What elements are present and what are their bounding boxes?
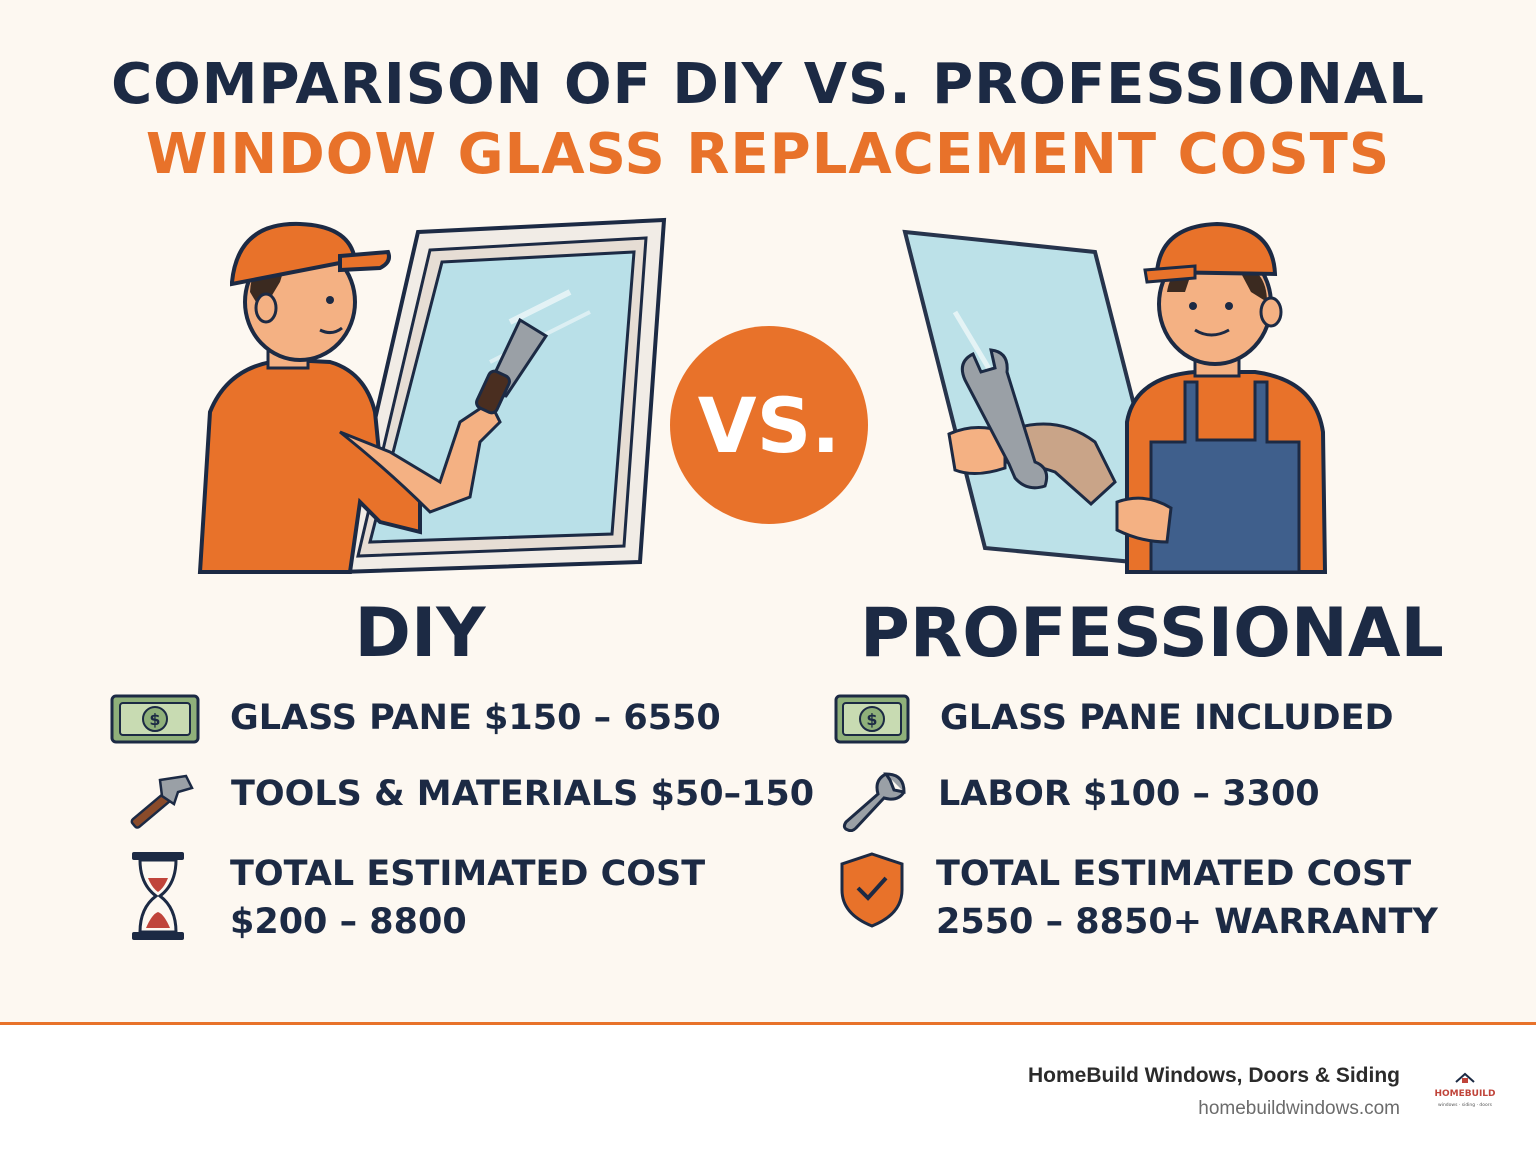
professional-total-label: TOTAL ESTIMATED COST bbox=[936, 854, 1412, 894]
footer-divider bbox=[0, 1022, 1536, 1025]
wrench-icon bbox=[842, 772, 906, 832]
logo-wordmark: HOMEBUILD bbox=[1434, 1089, 1495, 1099]
brand-name: HomeBuild Windows, Doors & Siding bbox=[1028, 1064, 1400, 1087]
footer bbox=[0, 1025, 1536, 1154]
vs-badge: VS. bbox=[670, 326, 868, 524]
hourglass-icon bbox=[132, 852, 184, 940]
professional-labor-text: LABOR $100 – 3300 bbox=[938, 774, 1320, 814]
svg-text:$: $ bbox=[149, 710, 160, 729]
diy-item-tools: TOOLS & MATERIALS $50–150 bbox=[120, 770, 814, 840]
professional-item-glass-pane: $ GLASS PANE INCLUDED bbox=[834, 694, 1394, 744]
title-line-2: WINDOW GLASS REPLACEMENT COSTS bbox=[145, 122, 1391, 187]
money-icon: $ bbox=[110, 694, 200, 744]
title-line-1: COMPARISON OF DIY VS. PROFESSIONAL bbox=[111, 52, 1425, 117]
diy-tools-text: TOOLS & MATERIALS $50–150 bbox=[231, 774, 815, 814]
svg-text:$: $ bbox=[866, 710, 877, 729]
hammer-icon bbox=[130, 774, 194, 829]
diy-total-label: TOTAL ESTIMATED COST bbox=[230, 854, 706, 894]
diy-item-glass-pane: $ GLASS PANE $150 – 6550 bbox=[110, 694, 721, 744]
professional-glass-pane-text: GLASS PANE INCLUDED bbox=[940, 698, 1394, 738]
logo-tagline: windows · siding · doors bbox=[1438, 1102, 1493, 1108]
money-icon: $ bbox=[834, 694, 910, 744]
diy-item-total: TOTAL ESTIMATED COST $200 – 8800 bbox=[128, 850, 705, 946]
professional-item-total: TOTAL ESTIMATED COST 2550 – 8850+ WARRAN… bbox=[836, 850, 1438, 946]
diy-heading: DIY bbox=[354, 594, 486, 673]
diy-worker-illustration bbox=[197, 217, 667, 574]
diy-glass-pane-text: GLASS PANE $150 – 6550 bbox=[230, 698, 721, 738]
professional-item-labor: LABOR $100 – 3300 bbox=[838, 770, 1320, 832]
diy-total-value: $200 – 8800 bbox=[230, 902, 467, 942]
professional-heading: PROFESSIONAL bbox=[860, 594, 1444, 673]
professional-total-value: 2550 – 8850+ WARRANTY bbox=[936, 902, 1438, 942]
homebuild-logo: HOMEBUILD windows · siding · doors bbox=[1434, 1072, 1496, 1108]
brand-url[interactable]: homebuildwindows.com bbox=[1198, 1098, 1400, 1119]
professional-worker-illustration bbox=[902, 221, 1328, 574]
shield-check-icon bbox=[840, 852, 904, 928]
